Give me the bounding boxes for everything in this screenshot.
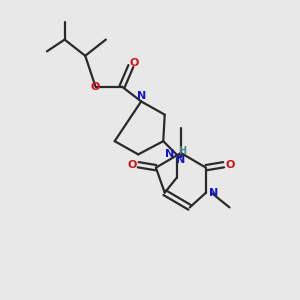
Text: O: O (91, 82, 100, 92)
Text: N: N (165, 149, 175, 159)
Text: N: N (136, 91, 146, 101)
Text: O: O (130, 58, 139, 68)
Text: N: N (176, 155, 185, 165)
Text: O: O (225, 160, 235, 170)
Text: H: H (178, 146, 187, 157)
Text: N: N (209, 188, 218, 198)
Text: O: O (127, 160, 136, 170)
